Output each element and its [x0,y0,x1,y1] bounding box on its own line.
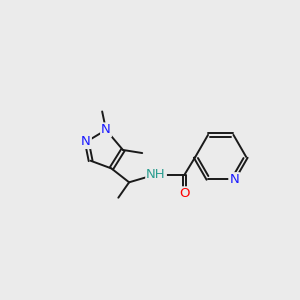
Text: N: N [229,173,239,186]
Text: N: N [101,123,111,136]
Text: O: O [179,187,190,200]
Text: N: N [81,135,91,148]
Text: NH: NH [146,168,166,181]
